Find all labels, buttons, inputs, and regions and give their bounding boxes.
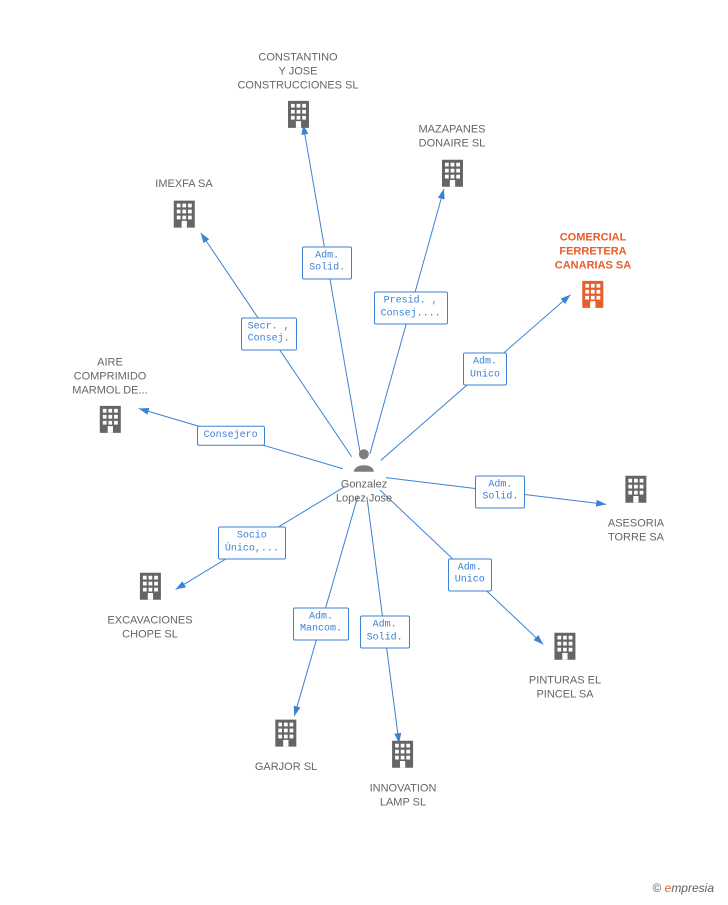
edge-label: Consejero — [197, 425, 265, 446]
edge-label: Adm. Unico — [448, 558, 492, 591]
copyright-symbol: © — [652, 881, 661, 895]
edge-label: Presid. , Consej.... — [374, 292, 448, 325]
edge-arrow — [394, 733, 401, 743]
edge-arrow — [139, 408, 150, 415]
edge-label: Adm. Solid. — [302, 246, 352, 279]
graph-canvas — [0, 0, 728, 905]
edge-arrow — [438, 189, 445, 200]
edge-label: Secr. , Consej. — [241, 317, 297, 350]
brand-rest: mpresia — [671, 881, 714, 895]
edge-arrow — [201, 233, 209, 243]
edge-line — [294, 496, 358, 716]
edge-label: Adm. Solid. — [360, 616, 410, 649]
edge-arrow — [294, 706, 301, 717]
footer: © empresia — [652, 881, 714, 895]
edge-line — [303, 125, 360, 454]
edge-label: Socio Único,... — [218, 527, 286, 560]
edge-label: Adm. Unico — [463, 353, 507, 386]
edge-arrow — [176, 581, 186, 589]
edge-arrow — [596, 500, 606, 507]
edge-arrow — [301, 125, 308, 135]
edge-label: Adm. Solid. — [475, 475, 525, 508]
edge-label: Adm. Mancom. — [293, 607, 349, 640]
